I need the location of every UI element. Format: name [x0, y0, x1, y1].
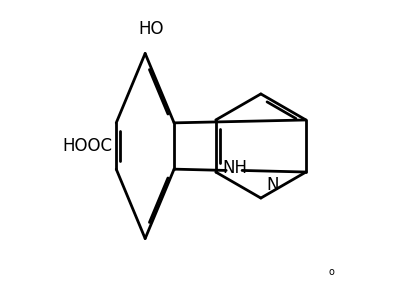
Text: N: N	[266, 176, 278, 194]
Text: NH: NH	[222, 159, 247, 177]
Text: HO: HO	[138, 20, 163, 38]
Text: o: o	[328, 267, 334, 277]
Text: HOOC: HOOC	[62, 137, 112, 155]
